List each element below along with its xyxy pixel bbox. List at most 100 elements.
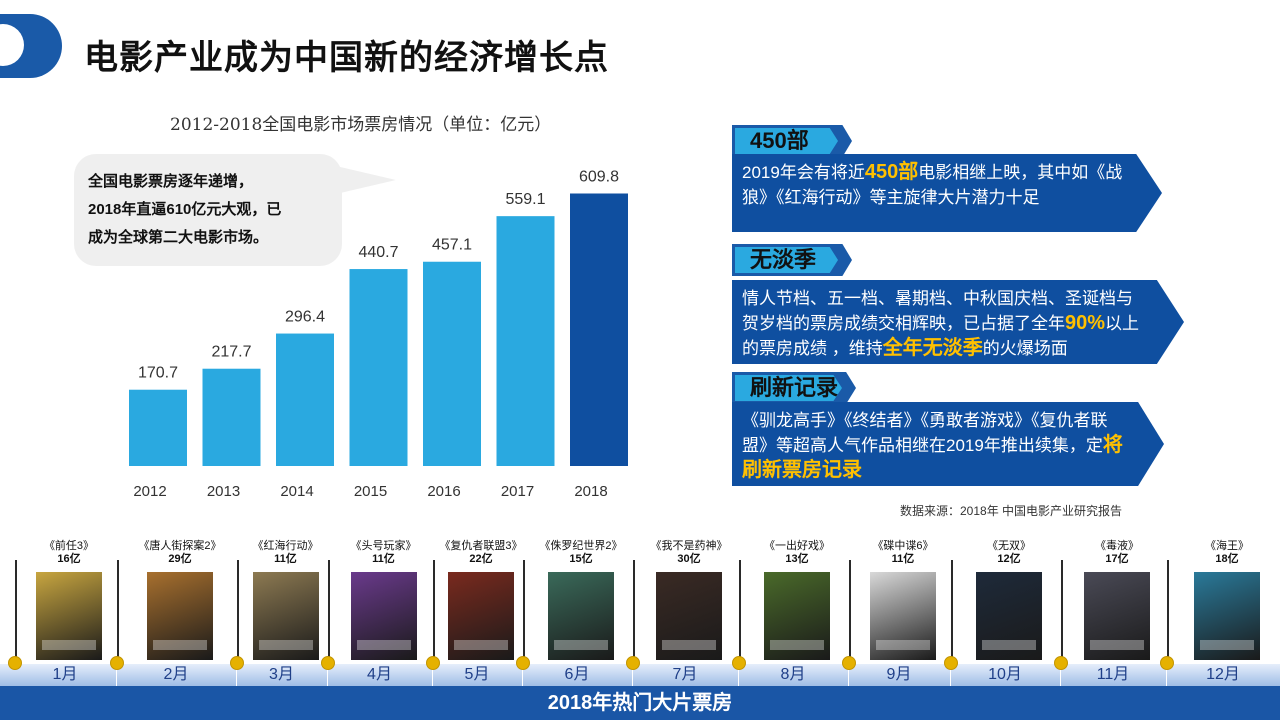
month-label: 12月 [1206,666,1240,683]
tag-record: 刷新记录 [732,372,856,404]
poster-caption-strip [356,640,411,650]
month-label: 2月 [163,666,189,683]
tag-label: 刷新记录 [750,375,839,400]
movie-title: 《唐人街探案2》 [138,540,222,552]
panel-span: 2019年会有将近 [742,163,865,182]
month-label: 9月 [886,666,912,683]
x-tick-label: 2015 [354,483,387,500]
tag-label: 无淡季 [750,247,817,272]
timeline-marker-line [237,560,239,668]
bar-2012 [129,389,187,466]
month-separator [522,664,523,686]
movie-title: 《复仇者联盟3》 [439,540,523,552]
timeline-dot [230,656,244,670]
bar-2017 [496,216,555,466]
movie-title: 《毒液》 [1095,540,1139,552]
panel-span: 电影相继上映，其中如《战狼》《红海行动》等主旋律大片潜力十足 [742,163,1123,207]
month-label: 5月 [464,666,490,683]
panel-span: 情人节档、五一档、暑期档、中秋国庆档、圣诞档与贺岁档的票房成绩交相辉映，已占据了… [742,289,1133,333]
movie-poster-image [1194,572,1260,660]
bar-2015 [349,269,408,466]
month-label: 10月 [988,666,1022,683]
panel-text: 2019年会有将近450部电影相继上映，其中如《战狼》《红海行动》等主旋律大片潜… [742,160,1126,210]
movie-caption: 《侏罗纪世界2》 15亿 [531,540,631,566]
movie-gross: 16亿 [57,553,81,565]
movie-title: 《前任3》 [43,540,95,552]
timeline-dot [426,656,440,670]
movie-poster-image [764,572,830,660]
callout-line: 2018年直逼610亿元大观，已 [88,201,282,218]
timeline-dot [8,656,22,670]
poster-caption-strip [454,640,508,650]
month-label: 6月 [564,666,590,683]
callout-bubble [74,154,342,266]
month-separator [236,664,237,686]
title-logo-icon [0,14,62,78]
panel-highlight: 90% [1065,312,1106,334]
movie-gross: 11亿 [891,553,915,565]
movie-gross: 13亿 [785,553,809,565]
poster-caption-strip [770,640,824,650]
movie-caption: 《红海行动》 11亿 [236,540,336,566]
panel-no-off-season: 情人节档、五一档、暑期档、中秋国庆档、圣诞档与贺岁档的票房成绩交相辉映，已占据了… [732,280,1184,364]
movie-title: 《海王》 [1205,540,1249,552]
month-separator [950,664,951,686]
timeline-marker-line [739,560,741,668]
bar-value-label: 457.1 [432,237,472,254]
movie-gross: 22亿 [469,553,493,565]
bar-2014 [276,333,334,466]
poster-caption-strip [876,640,930,650]
movie-gross: 30亿 [677,553,701,565]
data-source: 数据来源：2018年 中国电影产业研究报告 [900,504,1123,518]
timeline-marker-line [117,560,119,668]
panel-450: 2019年会有将近450部电影相继上映，其中如《战狼》《红海行动》等主旋律大片潜… [732,154,1162,232]
panel-span: 以上的票房成绩 ，维持 [742,314,1140,358]
month-separator [1060,664,1061,686]
timeline-dot [626,656,640,670]
timeline-title: 2018年热门大片票房 [0,686,1280,720]
bar-value-label: 559.1 [505,191,545,208]
x-tick-label: 2016 [427,483,460,500]
movie-title: 《头号玩家》 [350,540,417,552]
timeline-dot [842,656,856,670]
x-tick-label: 2012 [133,483,166,500]
x-tick-label: 2013 [207,483,240,500]
month-label: 11月 [1096,666,1130,683]
tag-label: 450部 [750,128,809,153]
panel-span: 的火爆场面 [982,339,1068,358]
movie-gross: 11亿 [372,553,395,565]
month-separator [432,664,433,686]
movie-poster-image [870,572,936,660]
panel-record: 《驯龙高手》《终结者》《勇敢者游戏》《复仇者联盟》等超高人气作品相继在2019年… [732,402,1164,486]
movie-caption: 《前任3》 16亿 [19,540,119,566]
timeline-marker-line [433,560,435,668]
month-label: 1月 [52,666,78,683]
timeline-dot [944,656,958,670]
movie-poster-image [1084,572,1150,660]
timeline-dot [110,656,124,670]
movie-poster-image [350,572,417,660]
timeline-dot [732,656,746,670]
panel-highlight: 450部 [864,161,919,183]
bar-2018 [570,193,628,467]
callout-text: 全国电影票房逐年递增， 2018年直逼610亿元大观，已 成为全球第二大电影市场… [88,168,336,252]
timeline-dot [321,656,335,670]
month-separator [116,664,117,686]
tag-no-off-season: 无淡季 [732,244,852,276]
bar-value-label: 609.8 [579,168,619,185]
month-separator [327,664,328,686]
callout-line: 全国电影票房逐年递增， [88,173,254,190]
movie-caption: 《我不是药神》 30亿 [639,540,739,566]
timeline-marker-line [633,560,635,668]
movie-caption: 《无双》 12亿 [959,540,1059,566]
bar-value-label: 296.4 [285,309,325,326]
timeline-marker-line [1061,560,1063,668]
movie-caption: 《复仇者联盟3》 22亿 [431,540,531,566]
bar-value-label: 170.7 [138,365,178,382]
month-separator [848,664,849,686]
movie-caption: 《唐人街探案2》 29亿 [130,540,230,566]
month-separator [738,664,739,686]
month-separator [1166,664,1167,686]
panel-text: 《驯龙高手》《终结者》《勇敢者游戏》《复仇者联盟》等超高人气作品相继在2019年… [742,408,1128,483]
month-label: 4月 [367,666,392,683]
